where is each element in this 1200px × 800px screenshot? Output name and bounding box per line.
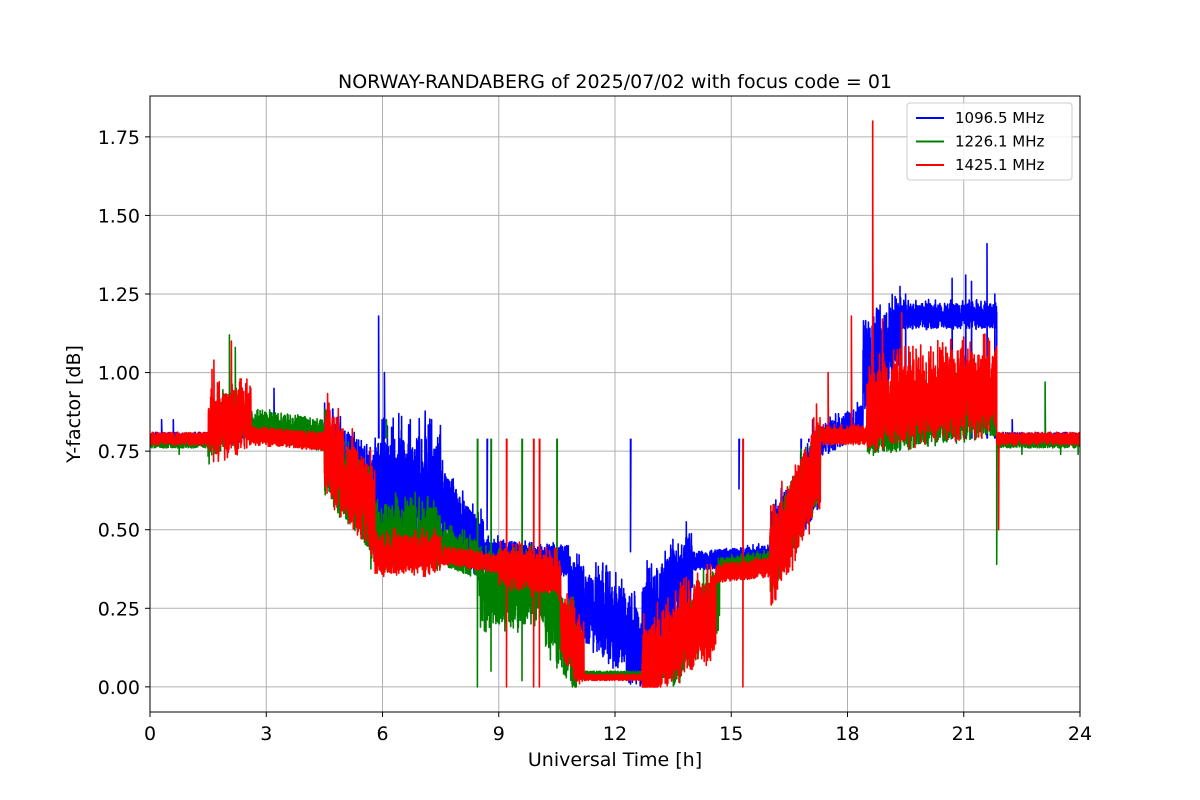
x-axis-ticks: 0 3 6 9 12 15 18 21 24 bbox=[144, 712, 1092, 745]
x-tick-label: 15 bbox=[719, 723, 743, 745]
series-line bbox=[150, 242, 1080, 687]
x-tick-label: 18 bbox=[835, 723, 859, 745]
y-tick-label: 0.25 bbox=[98, 598, 140, 620]
y-tick-label: 0.50 bbox=[98, 520, 140, 542]
x-tick-label: 24 bbox=[1068, 723, 1092, 745]
y-tick-label: 1.75 bbox=[98, 127, 140, 149]
legend-entry: 1425.1 MHz bbox=[955, 156, 1044, 174]
x-tick-label: 9 bbox=[493, 723, 505, 745]
legend: 1096.5 MHz 1226.1 MHz 1425.1 MHz bbox=[906, 102, 1073, 181]
series-layer bbox=[150, 120, 1080, 688]
x-tick-label: 0 bbox=[144, 723, 156, 745]
series-line bbox=[150, 120, 1080, 688]
x-tick-label: 3 bbox=[260, 723, 272, 745]
y-tick-label: 1.50 bbox=[98, 205, 140, 227]
y-tick-label: 1.00 bbox=[98, 363, 140, 385]
chart-title: NORWAY-RANDABERG of 2025/07/02 with focu… bbox=[338, 71, 892, 93]
y-tick-label: 0.75 bbox=[98, 441, 140, 463]
x-tick-label: 21 bbox=[952, 723, 976, 745]
y-tick-label: 0.00 bbox=[98, 677, 140, 699]
x-tick-label: 12 bbox=[603, 723, 627, 745]
x-axis-label: Universal Time [h] bbox=[528, 749, 702, 771]
y-tick-label: 1.25 bbox=[98, 284, 140, 306]
legend-entry: 1226.1 MHz bbox=[955, 133, 1044, 151]
y-axis-label: Y-factor [dB] bbox=[63, 345, 85, 464]
y-axis-ticks: 0.00 0.25 0.50 0.75 1.00 1.25 1.50 1.75 bbox=[98, 127, 150, 699]
x-tick-label: 6 bbox=[376, 723, 388, 745]
legend-entry: 1096.5 MHz bbox=[955, 109, 1044, 127]
legend-box bbox=[906, 102, 1073, 181]
